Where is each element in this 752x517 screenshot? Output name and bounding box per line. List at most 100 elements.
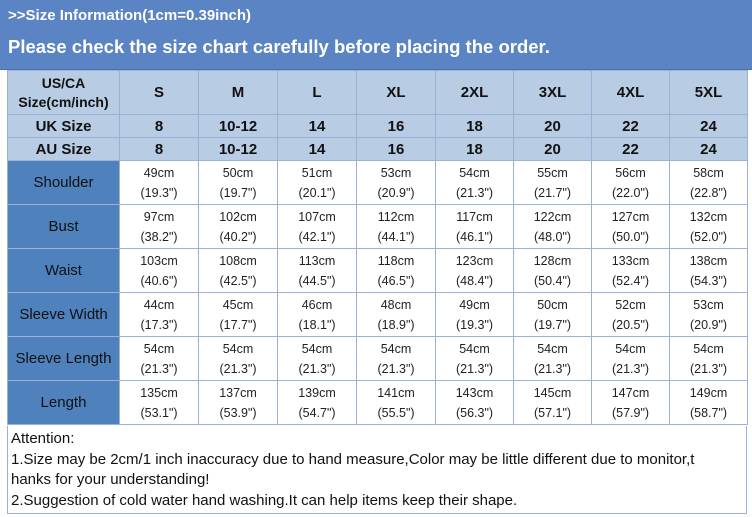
measurement-cm: 54cm (380, 341, 412, 356)
measurement-cm: 133cm (611, 253, 650, 268)
measurement-inch: (50.4") (533, 273, 572, 288)
measurement-inch: (55.5") (377, 405, 415, 420)
measurement-label: Sleeve Length (7, 336, 120, 381)
measurement-inch: (44.5") (298, 273, 336, 288)
measurement-cm: 107cm (298, 209, 336, 224)
measurement-inch: (21.3") (533, 361, 572, 376)
measurement-inch: (21.7") (533, 185, 572, 200)
measurement-cell: 50cm (19.7") (513, 292, 592, 337)
measurement-cell: 133cm (52.4") (591, 248, 670, 293)
measurement-inch: (20.9") (377, 185, 415, 200)
measurement-cm: 117cm (456, 209, 493, 224)
region-size-label: AU Size (7, 137, 120, 161)
measurement-cm: 122cm (533, 209, 572, 224)
measurement-inch: (20.9") (689, 317, 728, 332)
measurement-inch: (46.1") (455, 229, 494, 244)
measurement-cm: 54cm (301, 341, 333, 356)
measurement-cm: 49cm (143, 165, 175, 180)
measurement-row: Shoulder 49cm (19.3") 50cm (19.7") 51cm (20.1"… (7, 160, 748, 205)
measurement-label: Bust (7, 204, 120, 249)
region-size-value: 18 (435, 114, 514, 138)
measurement-inch: (21.3") (455, 185, 494, 200)
measurement-cell: 49cm (19.3") (119, 160, 199, 205)
region-size-value: 18 (435, 137, 514, 161)
measurement-cell: 45cm (17.7") (198, 292, 278, 337)
measurement-cm: 56cm (615, 165, 646, 180)
measurement-inch: (17.3") (140, 317, 178, 332)
region-size-value: 24 (669, 114, 748, 138)
measurement-cm: 143cm (455, 385, 494, 400)
measurement-cell: 145cm (57.1") (513, 380, 592, 425)
region-size-value: 10-12 (198, 114, 278, 138)
measurement-cell: 58cm (22.8") (669, 160, 748, 205)
size-chart-notice: Please check the size chart carefully be… (8, 36, 550, 57)
measurement-cell: 56cm (22.0") (591, 160, 670, 205)
measurement-inch: (20.5") (611, 317, 650, 332)
measurement-inch: (21.3") (140, 361, 178, 376)
measurement-cm: 46cm (301, 297, 333, 312)
region-size-value: 14 (277, 114, 357, 138)
measurement-cm: 108cm (219, 253, 257, 268)
size-header-cell: 4XL (591, 70, 670, 115)
measurement-cell: 54cm (21.3") (669, 336, 748, 381)
measurement-cm: 45cm (222, 297, 254, 312)
measurement-cell: 53cm (20.9") (669, 292, 748, 337)
measurement-cm: 128cm (533, 253, 572, 268)
measurement-cell: 54cm (21.3") (198, 336, 278, 381)
size-header-row: US/CA Size(cm/inch) S M L XL 2XL 3XL 4XL 5XL (7, 70, 748, 115)
measurement-inch: (42.5") (219, 273, 257, 288)
measurement-label-text: Bust (48, 217, 79, 235)
measurement-inch: (53.9") (219, 405, 257, 420)
measurement-inch: (46.5") (377, 273, 415, 288)
measurement-cm: 138cm (689, 253, 728, 268)
attention-note-1: 1.Size may be 2cm/1 inch inaccuracy due … (11, 450, 695, 468)
measurement-cell: 137cm (53.9") (198, 380, 278, 425)
size-header-cell: L (277, 70, 357, 115)
measurement-cm: 50cm (537, 297, 568, 312)
measurement-cm: 135cm (140, 385, 178, 400)
measurement-inch: (38.2") (140, 229, 178, 244)
region-size-value: 24 (669, 137, 748, 161)
measurement-cell: 54cm (21.3") (591, 336, 670, 381)
measurement-inch: (42.1") (298, 229, 336, 244)
measurement-row: Waist 103cm (40.6") 108cm (42.5") 113cm (44.5"… (7, 248, 748, 293)
region-size-label: UK Size (7, 114, 120, 138)
measurement-inch: (19.3") (455, 317, 494, 332)
measurement-inch: (21.3") (298, 361, 336, 376)
measurement-inch: (58.7") (689, 405, 728, 420)
measurement-cm: 50cm (222, 165, 254, 180)
measurement-inch: (22.0") (611, 185, 650, 200)
measurement-cell: 147cm (57.9") (591, 380, 670, 425)
measurement-cell: 143cm (56.3") (435, 380, 514, 425)
measurement-label-text: Sleeve Width (19, 305, 108, 323)
measurement-cm: 58cm (693, 165, 724, 180)
measurement-inch: (48.4") (455, 273, 494, 288)
measurement-cell: 54cm (21.3") (513, 336, 592, 381)
measurement-cell: 141cm (55.5") (356, 380, 436, 425)
measurement-cell: 117cm (46.1") (435, 204, 514, 249)
measurement-cell: 102cm (40.2") (198, 204, 278, 249)
measurement-inch: (40.6") (140, 273, 178, 288)
measurement-cell: 107cm (42.1") (277, 204, 357, 249)
measurement-row: Length 135cm (53.1") 137cm (53.9") 139cm (54.7… (7, 380, 748, 425)
measurement-inch: (20.1") (298, 185, 336, 200)
measurement-inch: (54.7") (298, 405, 336, 420)
measurement-inch: (52.4") (611, 273, 650, 288)
measurement-label: Length (7, 380, 120, 425)
size-info-title: >>Size Information(1cm=0.39inch) (8, 7, 251, 24)
measurement-inch: (44.1") (377, 229, 415, 244)
measurement-cell: 55cm (21.7") (513, 160, 592, 205)
measurement-cm: 51cm (301, 165, 333, 180)
measurement-cell: 53cm (20.9") (356, 160, 436, 205)
measurement-inch: (18.9") (377, 317, 415, 332)
measurement-cm: 139cm (298, 385, 336, 400)
measurement-label-text: Length (40, 393, 87, 411)
measurement-label-text: Shoulder (33, 173, 94, 191)
measurement-cm: 103cm (140, 253, 178, 268)
measurement-cell: 135cm (53.1") (119, 380, 199, 425)
measurement-cm: 44cm (143, 297, 175, 312)
attention-title: Attention: (11, 430, 75, 447)
measurement-cm: 54cm (693, 341, 724, 356)
measurement-cell: 123cm (48.4") (435, 248, 514, 293)
size-info-header: >>Size Information(1cm=0.39inch) Please … (0, 0, 752, 70)
